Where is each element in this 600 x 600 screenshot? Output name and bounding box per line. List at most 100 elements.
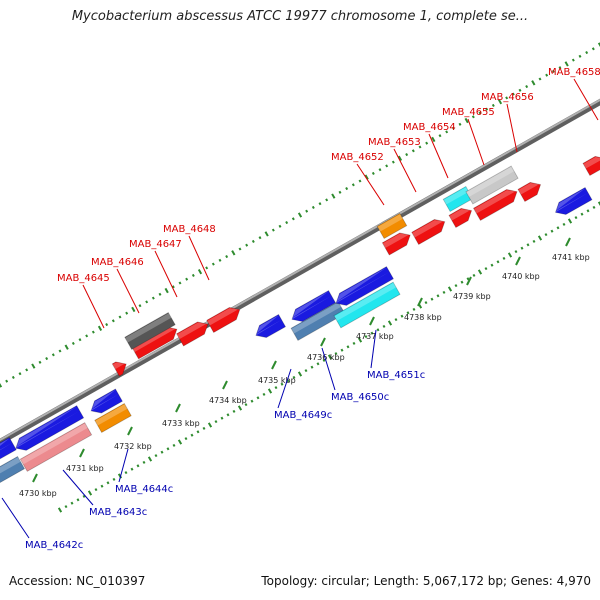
gene-features — [0, 156, 600, 485]
scale-dot — [131, 306, 136, 313]
scale-dot — [412, 307, 416, 311]
scale-dot — [378, 168, 382, 172]
scale-dot — [256, 396, 260, 400]
leader-line — [154, 250, 178, 298]
tick-mark — [369, 316, 375, 326]
gene-arrow-body — [333, 281, 401, 329]
leader-line — [428, 133, 449, 179]
gene-arrow-shine — [335, 267, 390, 304]
gene-label-plus: MAB_4646 — [91, 257, 144, 268]
tick-label: 4738 kbp — [404, 313, 442, 322]
scale-dot — [525, 85, 529, 89]
scale-dot — [411, 149, 415, 153]
scale-dot — [466, 277, 470, 281]
scale-dot — [370, 331, 374, 335]
tick-mark — [32, 473, 38, 483]
gene-mab-4647 — [176, 321, 209, 347]
scale-dot — [97, 325, 103, 332]
scale-dot — [57, 507, 63, 513]
tick-mark — [515, 256, 521, 266]
gene-arrow-shine — [125, 313, 172, 343]
leader-line — [118, 448, 129, 483]
scale-dot — [425, 141, 429, 145]
gene-mab-4656b — [472, 189, 518, 221]
gene-arrow-shine — [20, 423, 88, 465]
gene-arrow-body — [255, 313, 287, 338]
scale-dot — [291, 217, 295, 221]
gene-arrow-shine — [518, 183, 541, 195]
tick-mark — [271, 360, 277, 370]
gene-label-plus: MAB_4648 — [163, 224, 216, 235]
gene-mab-4643c — [19, 422, 93, 472]
scale-dot — [218, 258, 222, 262]
scale-dot — [244, 403, 248, 407]
scale-dot — [125, 311, 129, 315]
leader-line — [393, 148, 417, 193]
gene-arrow-shine — [207, 308, 240, 326]
gene-arrow-shine — [583, 157, 600, 169]
scale-dot — [158, 292, 162, 296]
gene-arrow-body — [291, 290, 337, 322]
gene-arrow-shine — [554, 188, 589, 213]
scale-dot — [105, 323, 109, 327]
scale-dot — [507, 252, 513, 258]
scale-dot — [477, 269, 483, 275]
scale-dot — [0, 382, 3, 388]
tick-mark — [565, 237, 571, 247]
gene-arrow-body — [411, 219, 446, 246]
scale-dot — [316, 362, 320, 366]
gene-arrow-shine — [473, 190, 518, 214]
gene-label-minus: MAB_4643c — [89, 507, 147, 518]
scale-dot — [364, 335, 368, 339]
leader-line — [116, 268, 140, 314]
scale-dot — [124, 471, 128, 475]
scale-dot — [591, 47, 595, 51]
gene-arrow-shine — [291, 302, 341, 334]
scale-dot — [64, 344, 69, 350]
scale-dot — [278, 224, 282, 228]
scale-dot — [70, 501, 74, 505]
scale-dot — [371, 171, 375, 175]
scale-dot — [297, 212, 303, 218]
scale-dot — [71, 341, 75, 345]
gene-arrow-body — [0, 455, 26, 485]
tick-mark — [175, 403, 181, 413]
scale-dot — [310, 365, 314, 369]
scale-dot — [305, 209, 309, 213]
leader-line — [188, 235, 210, 281]
scale-dot — [185, 277, 189, 281]
scale-dot — [382, 324, 386, 328]
scale-dot — [558, 66, 562, 70]
gene-mab-4654 — [448, 208, 473, 229]
gene-label-minus: MAB_4650c — [331, 392, 389, 403]
backbone-shadow — [0, 98, 600, 446]
gene-arrow-body — [472, 189, 518, 221]
tick-mark — [79, 448, 85, 458]
scale-dot — [586, 209, 590, 213]
scale-dot — [147, 456, 153, 462]
accession-text: Accession: NC_010397 — [9, 574, 146, 588]
scale-dot — [345, 187, 349, 191]
gene-mab-4645 — [111, 361, 127, 377]
scale-dot — [484, 267, 488, 271]
scale-dot — [304, 369, 308, 373]
scale-dot — [11, 375, 15, 379]
scale-dot — [327, 354, 333, 360]
tick-label: 4731 kbp — [66, 464, 104, 473]
gene-mab-4642c — [0, 455, 26, 485]
leader-line — [356, 163, 385, 206]
gene-arrow-body — [94, 402, 132, 434]
scale-dot — [551, 69, 555, 73]
gene-arrow-shine — [112, 362, 127, 370]
scale-dot — [117, 473, 123, 479]
scale-dot — [331, 193, 336, 199]
scale-dot — [485, 107, 489, 111]
scale-dot — [574, 216, 578, 220]
scale-dot — [496, 260, 500, 264]
gene-label-plus: MAB_4655 — [442, 107, 495, 118]
scale-dot — [358, 179, 362, 183]
gene-mab-4648 — [206, 307, 241, 334]
scale-dot — [451, 126, 455, 130]
gene-mab-4652b — [376, 212, 408, 240]
